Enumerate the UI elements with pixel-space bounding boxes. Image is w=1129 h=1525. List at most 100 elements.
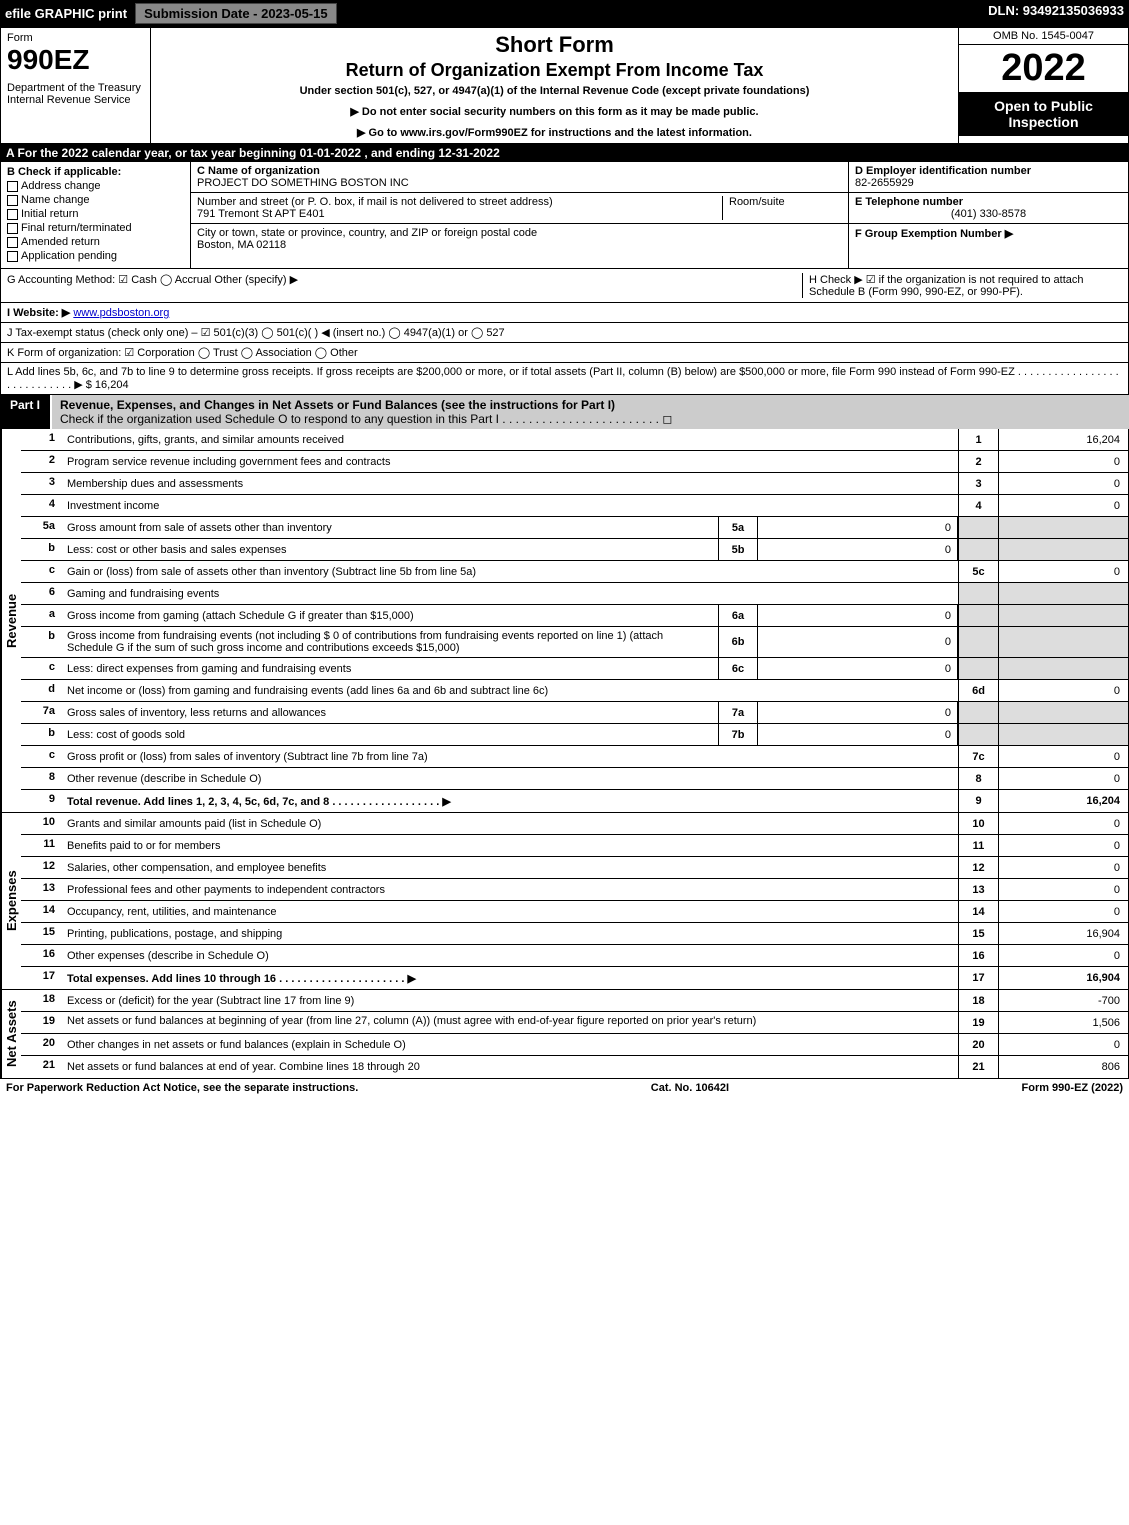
check-application-pending[interactable]: Application pending (7, 250, 184, 262)
line-7a-desc: Gross sales of inventory, less returns a… (61, 702, 718, 723)
line-6-desc: Gaming and fundraising events (61, 583, 958, 604)
line-3-num: 3 (958, 473, 998, 494)
line-5a-desc: Gross amount from sale of assets other t… (61, 517, 718, 538)
line-7c-desc: Gross profit or (loss) from sales of inv… (61, 746, 958, 767)
line-19-num: 19 (958, 1012, 998, 1033)
page-footer: For Paperwork Reduction Act Notice, see … (0, 1079, 1129, 1097)
line-4-desc: Investment income (61, 495, 958, 516)
line-20-val: 0 (998, 1034, 1128, 1055)
city-value: Boston, MA 02118 (197, 239, 842, 251)
check-initial-return[interactable]: Initial return (7, 208, 184, 220)
short-form-title: Short Form (159, 32, 950, 58)
line-6a-subnum: 6a (718, 605, 758, 626)
revenue-section: Revenue 1Contributions, gifts, grants, a… (0, 429, 1129, 813)
line-18-val: -700 (998, 990, 1128, 1011)
line-8-num: 8 (958, 768, 998, 789)
org-name-value: PROJECT DO SOMETHING BOSTON INC (197, 177, 842, 189)
website-label: I Website: ▶ (7, 307, 70, 319)
line-11-num: 11 (958, 835, 998, 856)
line-5b-rnum (958, 539, 998, 560)
line-14-desc: Occupancy, rent, utilities, and maintena… (61, 901, 958, 922)
department-label: Department of the Treasury Internal Reve… (7, 82, 144, 106)
line-1-val: 16,204 (998, 429, 1128, 450)
subtitle-1: Under section 501(c), 527, or 4947(a)(1)… (159, 85, 950, 97)
line-2-desc: Program service revenue including govern… (61, 451, 958, 472)
return-title: Return of Organization Exempt From Incom… (159, 60, 950, 81)
line-5a-subval: 0 (758, 517, 958, 538)
dln-label: DLN: 93492135036933 (988, 3, 1124, 24)
line-21-val: 806 (998, 1056, 1128, 1078)
line-5a-subnum: 5a (718, 517, 758, 538)
footer-left: For Paperwork Reduction Act Notice, see … (6, 1082, 358, 1094)
line-6b-subval: 0 (758, 627, 958, 657)
line-6c-rval (998, 658, 1128, 679)
line-6d-desc: Net income or (loss) from gaming and fun… (61, 680, 958, 701)
line-6a-rnum (958, 605, 998, 626)
line-12-num: 12 (958, 857, 998, 878)
info-block: B Check if applicable: Address change Na… (0, 162, 1129, 269)
line-6b-rnum (958, 627, 998, 657)
line-20-desc: Other changes in net assets or fund bala… (61, 1034, 958, 1055)
line-2-num: 2 (958, 451, 998, 472)
line-19-val: 1,506 (998, 1012, 1128, 1033)
line-9-num: 9 (958, 790, 998, 812)
line-13-num: 13 (958, 879, 998, 900)
check-final-return[interactable]: Final return/terminated (7, 222, 184, 234)
form-word: Form (7, 32, 144, 44)
check-amended-return[interactable]: Amended return (7, 236, 184, 248)
line-6d-num: 6d (958, 680, 998, 701)
line-17-num: 17 (958, 967, 998, 989)
website-row: I Website: ▶ www.pdsboston.org (0, 303, 1129, 323)
line-9-val: 16,204 (998, 790, 1128, 812)
header-middle: Short Form Return of Organization Exempt… (151, 28, 958, 143)
phone-value: (401) 330-8578 (855, 208, 1122, 220)
line-15-num: 15 (958, 923, 998, 944)
line-13-desc: Professional fees and other payments to … (61, 879, 958, 900)
form-of-organization: K Form of organization: ☑ Corporation ◯ … (0, 343, 1129, 363)
submission-date-button[interactable]: Submission Date - 2023-05-15 (135, 3, 337, 24)
line-7a-subnum: 7a (718, 702, 758, 723)
room-suite-label: Room/suite (722, 196, 842, 220)
line-7c-val: 0 (998, 746, 1128, 767)
line-6-rval (998, 583, 1128, 604)
gross-receipts: L Add lines 5b, 6c, and 7b to line 9 to … (0, 363, 1129, 395)
line-10-val: 0 (998, 813, 1128, 834)
line-6d-val: 0 (998, 680, 1128, 701)
column-d: D Employer identification number 82-2655… (848, 162, 1128, 268)
line-6b-rval (998, 627, 1128, 657)
org-name-label: C Name of organization (197, 165, 842, 177)
line-7a-rval (998, 702, 1128, 723)
expenses-label: Expenses (1, 813, 21, 989)
line-5b-subnum: 5b (718, 539, 758, 560)
line-12-desc: Salaries, other compensation, and employ… (61, 857, 958, 878)
line-6c-rnum (958, 658, 998, 679)
line-7a-rnum (958, 702, 998, 723)
line-6b-subnum: 6b (718, 627, 758, 657)
omb-number: OMB No. 1545-0047 (959, 28, 1128, 45)
line-5a-rval (998, 517, 1128, 538)
line-7b-subval: 0 (758, 724, 958, 745)
check-name-change[interactable]: Name change (7, 194, 184, 206)
line-5c-num: 5c (958, 561, 998, 582)
line-21-num: 21 (958, 1056, 998, 1078)
phone-label: E Telephone number (855, 196, 1122, 208)
col-b-header: B Check if applicable: (7, 166, 184, 178)
line-6a-subval: 0 (758, 605, 958, 626)
ein-label: D Employer identification number (855, 165, 1122, 177)
meta-gh: G Accounting Method: ☑ Cash ◯ Accrual Ot… (0, 269, 1129, 303)
line-8-desc: Other revenue (describe in Schedule O) (61, 768, 958, 789)
website-link[interactable]: www.pdsboston.org (73, 307, 169, 319)
line-5b-subval: 0 (758, 539, 958, 560)
line-21-desc: Net assets or fund balances at end of ye… (61, 1056, 958, 1078)
line-19-desc: Net assets or fund balances at beginning… (61, 1012, 958, 1033)
line-4-val: 0 (998, 495, 1128, 516)
check-address-change[interactable]: Address change (7, 180, 184, 192)
line-2-val: 0 (998, 451, 1128, 472)
line-13-val: 0 (998, 879, 1128, 900)
line-14-num: 14 (958, 901, 998, 922)
footer-mid: Cat. No. 10642I (651, 1082, 729, 1094)
header-left: Form 990EZ Department of the Treasury In… (1, 28, 151, 143)
line-6-rnum (958, 583, 998, 604)
line-5a-rnum (958, 517, 998, 538)
top-bar: efile GRAPHIC print Submission Date - 20… (0, 0, 1129, 27)
